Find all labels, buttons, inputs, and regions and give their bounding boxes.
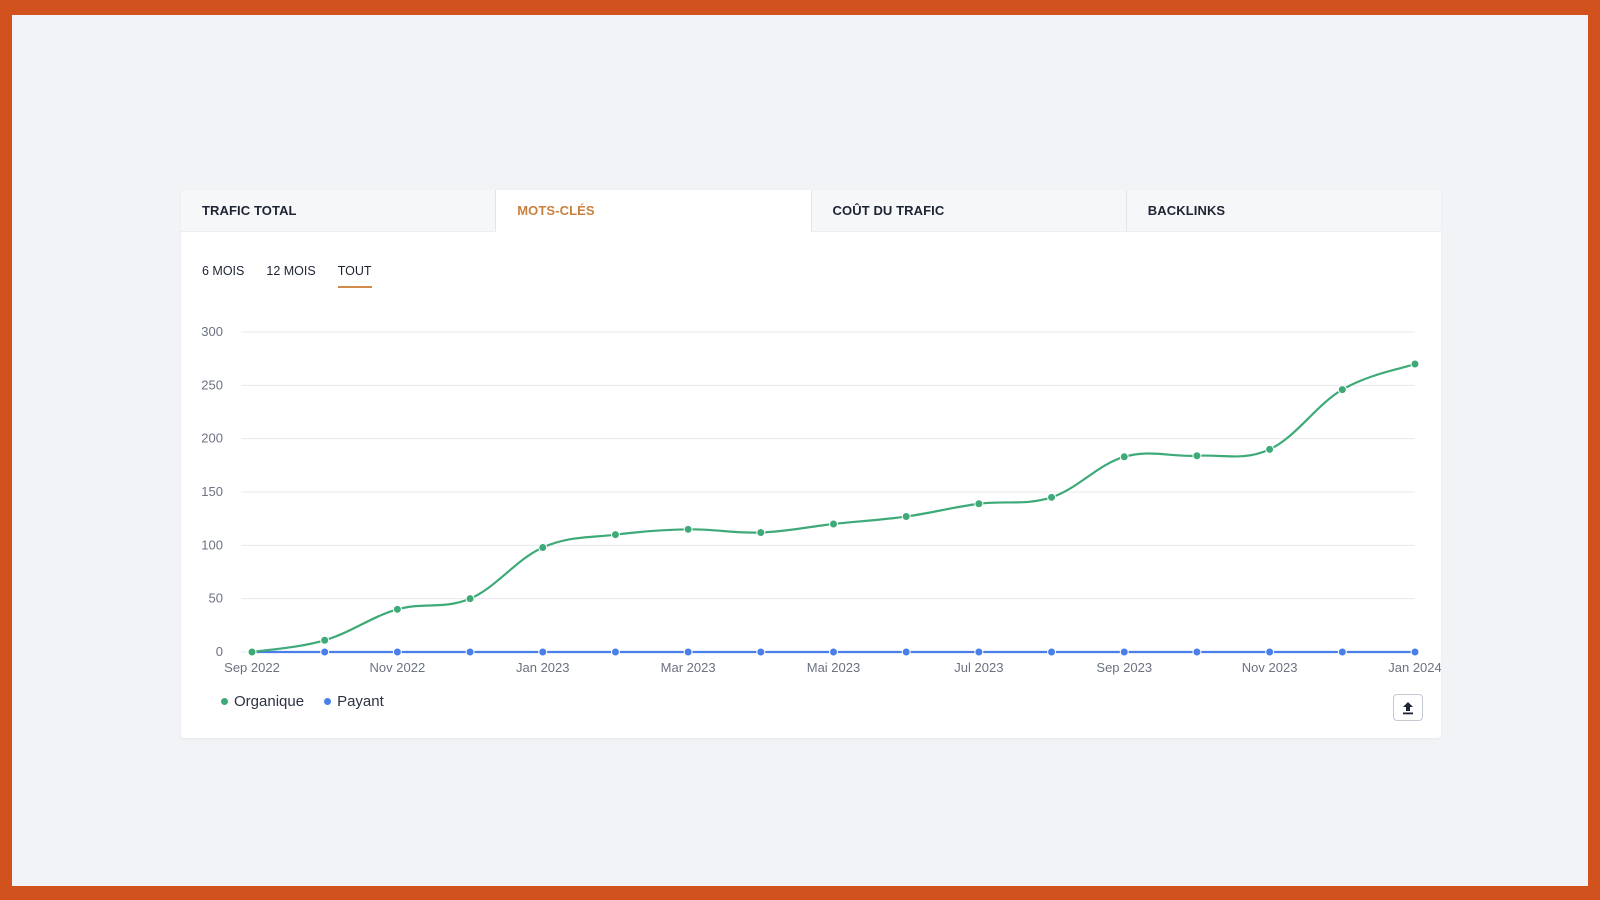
payant-point: [974, 647, 984, 657]
payant-legend-dot: [324, 698, 332, 705]
metric-tabs: TRAFIC TOTAL MOTS-CLÉS COÛT DU TRAFIC BA…: [181, 190, 1441, 232]
organique-point: [1119, 452, 1129, 462]
organique-point: [901, 512, 911, 522]
tab-cout-du-trafic[interactable]: COÛT DU TRAFIC: [810, 190, 1126, 232]
organique-point: [756, 528, 766, 538]
tab-backlinks[interactable]: BACKLINKS: [1125, 190, 1441, 232]
payant-point: [465, 647, 475, 657]
x-tick-label: Nov 2023: [1242, 660, 1298, 675]
payant-point: [610, 647, 620, 657]
organique-point: [610, 530, 620, 540]
organique-point: [538, 542, 548, 552]
payant-point: [829, 647, 838, 657]
y-tick-label: 200: [201, 431, 223, 446]
x-tick-label: Nov 2022: [370, 660, 426, 675]
y-tick-label: 150: [201, 484, 223, 499]
organique-point: [1410, 359, 1420, 369]
organique-legend-dot: [221, 698, 228, 705]
period-selector: 6 MOIS 12 MOIS TOUT: [202, 264, 372, 288]
payant-point: [1265, 647, 1275, 657]
organique-point: [974, 499, 984, 509]
x-tick-label: Mai 2023: [807, 660, 860, 675]
x-tick-label: Jan 2023: [516, 660, 570, 675]
payant-point: [683, 647, 693, 657]
y-tick-label: 50: [209, 591, 223, 606]
organique-line: [251, 362, 1416, 654]
x-tick-label: Jan 2024: [1388, 660, 1441, 675]
y-tick-label: 250: [201, 377, 223, 392]
keyword-chart-card: TRAFIC TOTAL MOTS-CLÉS COÛT DU TRAFIC BA…: [181, 190, 1441, 738]
export-button[interactable]: [1393, 694, 1423, 721]
organique-point: [1192, 451, 1202, 461]
organique-point: [1337, 385, 1347, 395]
chart-legend: Organique Payant: [221, 693, 384, 710]
legend-item-organique[interactable]: Organique: [221, 693, 304, 710]
organique-point: [829, 519, 838, 529]
payant-point: [392, 647, 402, 657]
organique-point: [1047, 492, 1057, 502]
x-tick-label: Jul 2023: [954, 660, 1003, 675]
organique-point: [392, 604, 402, 614]
payant-point: [1410, 647, 1420, 657]
period-6-mois[interactable]: 6 MOIS: [202, 264, 245, 278]
legend-label-payant: Payant: [337, 693, 384, 710]
payant-point: [1337, 647, 1347, 657]
upload-icon: [1403, 701, 1413, 714]
organique-point: [465, 594, 475, 604]
x-tick-label: Sep 2022: [224, 660, 280, 675]
keywords-line-chart: 0 50 100 150 200 250 300 Sep 2022 Nov 2022 Jan 20…: [201, 324, 1441, 675]
payant-point: [1119, 647, 1129, 657]
payant-point: [320, 647, 330, 657]
organique-point: [683, 524, 693, 534]
y-tick-label: 100: [201, 537, 223, 552]
payant-point: [756, 647, 766, 657]
y-tick-label: 300: [201, 324, 223, 339]
payant-point: [1192, 647, 1202, 657]
tab-trafic-total[interactable]: TRAFIC TOTAL: [181, 190, 496, 232]
page-background: TRAFIC TOTAL MOTS-CLÉS COÛT DU TRAFIC BA…: [12, 15, 1588, 886]
organique-point: [247, 647, 257, 657]
tab-mots-cles[interactable]: MOTS-CLÉS: [495, 190, 811, 232]
organique-point: [320, 635, 330, 645]
payant-point: [1047, 647, 1057, 657]
legend-label-organique: Organique: [234, 693, 305, 710]
x-tick-label: Sep 2023: [1096, 660, 1152, 675]
period-12-mois[interactable]: 12 MOIS: [266, 264, 316, 278]
x-tick-label: Mar 2023: [661, 660, 716, 675]
legend-item-payant[interactable]: Payant: [324, 693, 384, 710]
payant-point: [901, 647, 911, 657]
organique-point: [1265, 444, 1275, 454]
payant-point: [538, 647, 548, 657]
period-tout[interactable]: TOUT: [337, 264, 372, 288]
y-tick-label: 0: [216, 644, 223, 659]
